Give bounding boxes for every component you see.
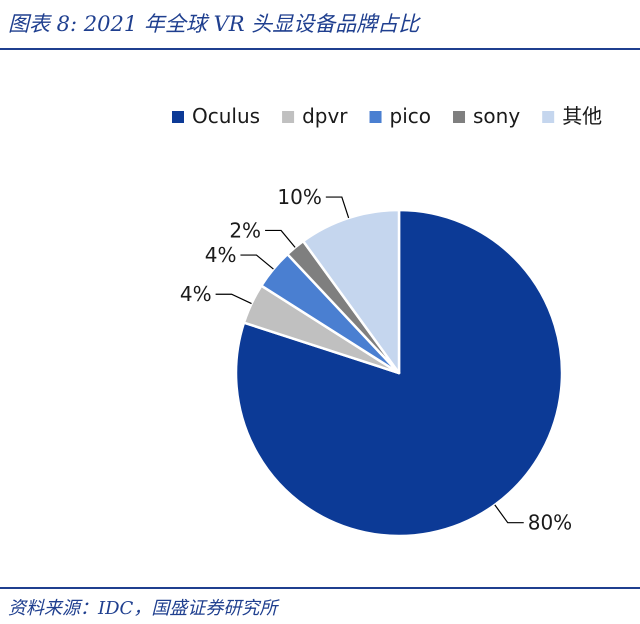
leader-line-sony	[265, 229, 296, 248]
leader-lines	[215, 196, 524, 524]
source-note: 资料来源：IDC，国盛证券研究所	[8, 598, 278, 619]
legend-label-pico: pico	[390, 104, 431, 128]
footer-divider	[0, 587, 640, 589]
header-divider	[0, 48, 640, 50]
data-label-dpvr: 4%	[180, 282, 212, 306]
data-label-series-5: 10%	[277, 185, 321, 209]
legend-swatch-pico	[369, 111, 382, 123]
legend-label-oculus: Oculus	[192, 104, 260, 128]
leader-line-dpvr	[215, 293, 252, 305]
leader-line-pico	[240, 254, 274, 270]
legend-label-sony: sony	[473, 104, 520, 128]
legend-swatch-dpvr	[282, 111, 295, 123]
leader-line-oculus	[494, 504, 524, 524]
chart-title: 图表 8: 2021 年全球 VR 头显设备品牌占比	[8, 12, 420, 36]
legend-label-series-5: 其他	[562, 104, 602, 128]
leader-line-series-5	[325, 196, 350, 219]
legend-label-dpvr: dpvr	[302, 104, 348, 128]
pie-slices	[234, 208, 564, 538]
data-label-pico: 4%	[205, 243, 237, 267]
legend-swatch-series-5	[542, 111, 555, 123]
data-label-oculus: 80%	[528, 511, 572, 535]
data-label-sony: 2%	[229, 218, 261, 242]
legend-swatch-sony	[453, 111, 466, 123]
legend-swatch-oculus	[172, 111, 184, 123]
data-labels: 80%4%4%2%10%	[180, 185, 572, 535]
legend: Oculus dpvr pico sony 其他	[172, 104, 602, 128]
